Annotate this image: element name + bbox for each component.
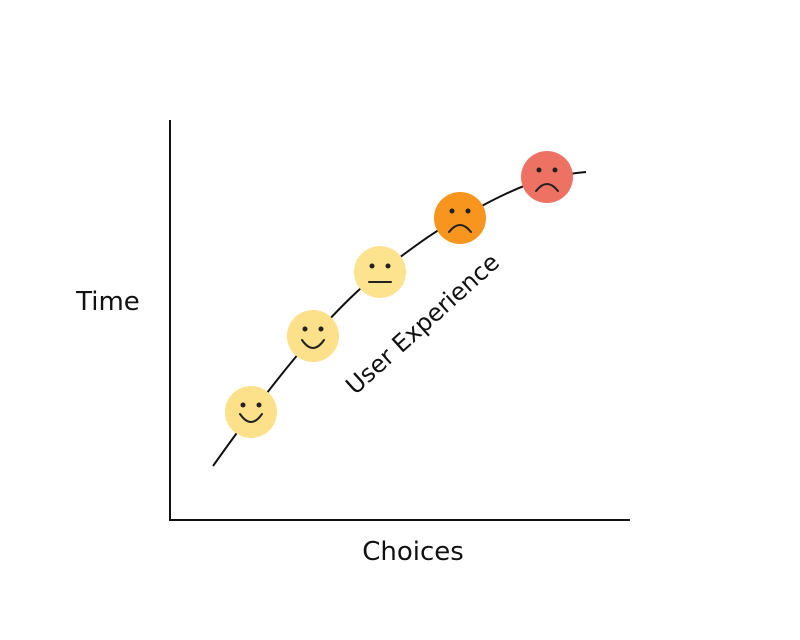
- face-sad: [521, 151, 573, 203]
- face-happy: [225, 386, 277, 438]
- face-sad: [434, 192, 486, 244]
- x-axis-label: Choices: [362, 537, 464, 567]
- y-axis-label: Time: [75, 287, 140, 317]
- face-neutral: [354, 246, 406, 298]
- face-happy: [287, 310, 339, 362]
